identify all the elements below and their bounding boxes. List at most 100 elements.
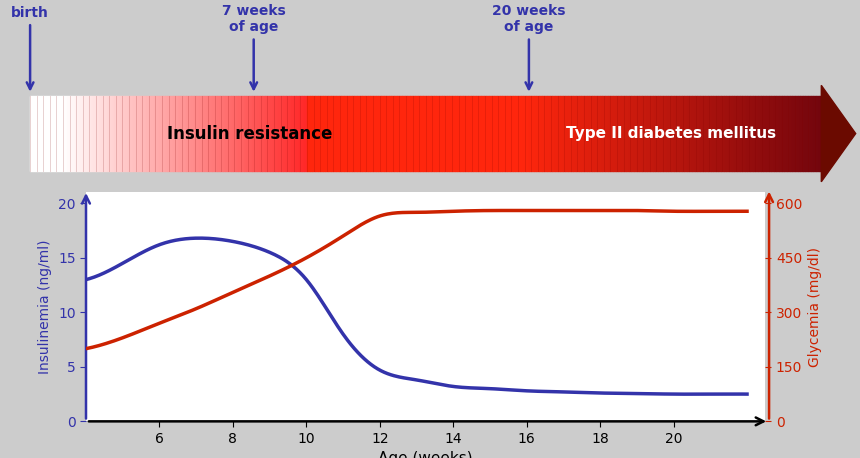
Polygon shape — [697, 97, 700, 171]
Polygon shape — [742, 97, 745, 171]
Polygon shape — [94, 97, 96, 171]
Polygon shape — [255, 97, 257, 171]
Polygon shape — [312, 97, 315, 171]
Polygon shape — [787, 97, 789, 171]
Polygon shape — [91, 97, 94, 171]
Polygon shape — [655, 97, 658, 171]
Polygon shape — [33, 97, 35, 171]
Polygon shape — [534, 97, 537, 171]
Polygon shape — [107, 97, 109, 171]
Polygon shape — [581, 97, 584, 171]
Polygon shape — [589, 97, 592, 171]
Polygon shape — [732, 97, 734, 171]
Polygon shape — [705, 97, 708, 171]
Polygon shape — [673, 97, 676, 171]
Polygon shape — [286, 97, 289, 171]
Polygon shape — [568, 97, 571, 171]
Polygon shape — [109, 97, 112, 171]
Polygon shape — [418, 97, 421, 171]
Polygon shape — [592, 97, 594, 171]
Polygon shape — [487, 97, 489, 171]
Polygon shape — [428, 97, 431, 171]
Polygon shape — [566, 97, 568, 171]
Polygon shape — [191, 97, 194, 171]
Text: 20 weeks
of age: 20 weeks of age — [492, 4, 566, 89]
Polygon shape — [769, 97, 771, 171]
Polygon shape — [175, 97, 178, 171]
Polygon shape — [173, 97, 175, 171]
Polygon shape — [547, 97, 550, 171]
Polygon shape — [164, 97, 167, 171]
Polygon shape — [376, 97, 378, 171]
Polygon shape — [46, 97, 48, 171]
Polygon shape — [122, 97, 125, 171]
Polygon shape — [605, 97, 608, 171]
Polygon shape — [52, 97, 54, 171]
Polygon shape — [685, 97, 687, 171]
Polygon shape — [727, 97, 729, 171]
Polygon shape — [734, 97, 737, 171]
Polygon shape — [249, 97, 252, 171]
Polygon shape — [740, 97, 742, 171]
Polygon shape — [373, 97, 376, 171]
Polygon shape — [125, 97, 127, 171]
Polygon shape — [331, 97, 334, 171]
Polygon shape — [587, 97, 589, 171]
Polygon shape — [292, 97, 294, 171]
Polygon shape — [574, 97, 576, 171]
Polygon shape — [154, 97, 157, 171]
Polygon shape — [808, 97, 811, 171]
Polygon shape — [745, 97, 747, 171]
Polygon shape — [608, 97, 611, 171]
Polygon shape — [415, 97, 418, 171]
Polygon shape — [777, 97, 779, 171]
Polygon shape — [339, 97, 341, 171]
Polygon shape — [695, 97, 697, 171]
Polygon shape — [304, 97, 307, 171]
Polygon shape — [170, 97, 173, 171]
Polygon shape — [260, 97, 262, 171]
Polygon shape — [729, 97, 732, 171]
Polygon shape — [634, 97, 636, 171]
Polygon shape — [236, 97, 238, 171]
Polygon shape — [811, 97, 814, 171]
Polygon shape — [668, 97, 671, 171]
Polygon shape — [30, 97, 33, 171]
Polygon shape — [576, 97, 579, 171]
Polygon shape — [821, 85, 856, 182]
Polygon shape — [468, 97, 470, 171]
Polygon shape — [560, 97, 562, 171]
Polygon shape — [529, 97, 531, 171]
Polygon shape — [611, 97, 613, 171]
Polygon shape — [394, 97, 396, 171]
Polygon shape — [710, 97, 713, 171]
Polygon shape — [238, 97, 241, 171]
Polygon shape — [562, 97, 566, 171]
Polygon shape — [223, 97, 225, 171]
Polygon shape — [708, 97, 710, 171]
Polygon shape — [500, 97, 502, 171]
Polygon shape — [724, 97, 727, 171]
Polygon shape — [199, 97, 201, 171]
Polygon shape — [96, 97, 99, 171]
Polygon shape — [410, 97, 413, 171]
Polygon shape — [404, 97, 408, 171]
Polygon shape — [299, 97, 302, 171]
Polygon shape — [510, 97, 513, 171]
Polygon shape — [196, 97, 199, 171]
Polygon shape — [481, 97, 483, 171]
Polygon shape — [584, 97, 587, 171]
Polygon shape — [687, 97, 690, 171]
Polygon shape — [54, 97, 57, 171]
Polygon shape — [399, 97, 402, 171]
Polygon shape — [368, 97, 371, 171]
Polygon shape — [186, 97, 188, 171]
Polygon shape — [371, 97, 373, 171]
Polygon shape — [523, 97, 526, 171]
Polygon shape — [816, 97, 819, 171]
Polygon shape — [280, 97, 283, 171]
Polygon shape — [716, 97, 718, 171]
Polygon shape — [43, 97, 46, 171]
Text: 7 weeks
of age: 7 weeks of age — [222, 4, 286, 89]
Y-axis label: Glycemia (mg/dl): Glycemia (mg/dl) — [808, 247, 822, 367]
